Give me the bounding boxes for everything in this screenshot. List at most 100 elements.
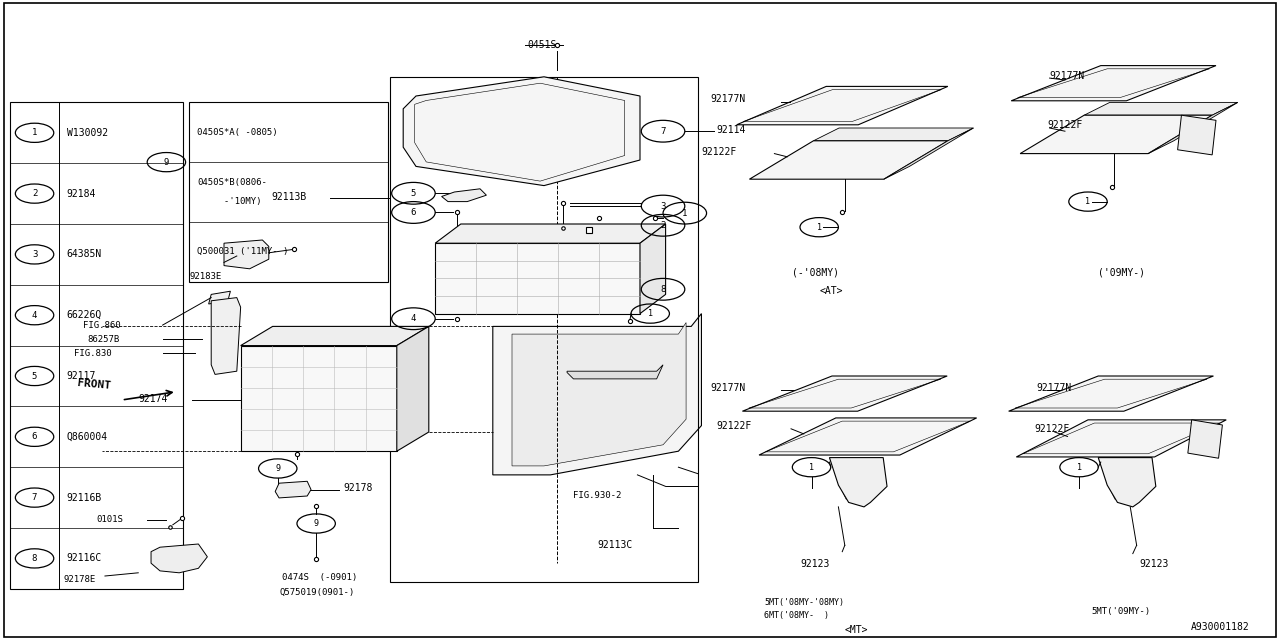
Text: 8: 8 <box>32 554 37 563</box>
Polygon shape <box>1148 102 1238 154</box>
Text: 92123: 92123 <box>1139 559 1169 570</box>
Text: 0474S  (-0901): 0474S (-0901) <box>282 573 357 582</box>
Polygon shape <box>1178 115 1216 155</box>
Text: 5MT('09MY-): 5MT('09MY-) <box>1092 607 1151 616</box>
Text: ('09MY-): ('09MY-) <box>1098 267 1146 277</box>
Text: FIG.930-2: FIG.930-2 <box>573 492 622 500</box>
Text: 66226Q: 66226Q <box>67 310 102 320</box>
Polygon shape <box>211 298 241 374</box>
Polygon shape <box>884 128 974 179</box>
Text: 92113B: 92113B <box>271 192 307 202</box>
Text: -'10MY): -'10MY) <box>197 197 261 206</box>
Text: 6MT('08MY-  ): 6MT('08MY- ) <box>764 611 829 620</box>
Text: 4: 4 <box>32 310 37 320</box>
Text: 86257B: 86257B <box>87 335 119 344</box>
Text: 1: 1 <box>809 463 814 472</box>
Text: 1: 1 <box>682 209 687 218</box>
Text: 92116B: 92116B <box>67 493 102 502</box>
Text: 9: 9 <box>314 519 319 528</box>
Polygon shape <box>435 243 640 314</box>
Text: 5MT('08MY-'08MY): 5MT('08MY-'08MY) <box>764 598 845 607</box>
Text: 1: 1 <box>1085 197 1091 206</box>
Text: 0450S*A( -0805): 0450S*A( -0805) <box>197 128 278 137</box>
Text: 6: 6 <box>32 432 37 442</box>
Text: (-'08MY): (-'08MY) <box>792 267 840 277</box>
Polygon shape <box>224 240 269 269</box>
Polygon shape <box>1016 420 1226 457</box>
Polygon shape <box>397 326 429 451</box>
Polygon shape <box>442 189 486 202</box>
Polygon shape <box>1188 420 1222 458</box>
Polygon shape <box>241 346 397 451</box>
Text: Q860004: Q860004 <box>67 432 108 442</box>
Text: 3: 3 <box>660 202 666 211</box>
Text: 92177N: 92177N <box>1037 383 1073 394</box>
Text: 92178: 92178 <box>343 483 372 493</box>
Text: 3: 3 <box>32 250 37 259</box>
Text: <AT>: <AT> <box>819 286 842 296</box>
Text: 1: 1 <box>648 309 653 318</box>
Text: A930001182: A930001182 <box>1190 622 1249 632</box>
Text: 92122F: 92122F <box>1047 120 1083 130</box>
Text: 92177N: 92177N <box>1050 70 1085 81</box>
Bar <box>10 102 183 589</box>
Text: 0101S: 0101S <box>96 515 123 524</box>
Text: 5: 5 <box>32 371 37 381</box>
Text: W130092: W130092 <box>67 128 108 138</box>
Text: 2: 2 <box>660 221 666 230</box>
Polygon shape <box>567 365 663 379</box>
Text: 9: 9 <box>164 157 169 166</box>
Polygon shape <box>742 376 947 412</box>
Text: 0450S*B(0806-: 0450S*B(0806- <box>197 178 268 187</box>
Text: 92117: 92117 <box>67 371 96 381</box>
Polygon shape <box>1011 66 1216 101</box>
Polygon shape <box>403 77 640 186</box>
Text: 92122F: 92122F <box>701 147 737 157</box>
Text: 92122F: 92122F <box>717 420 753 431</box>
Polygon shape <box>241 326 429 346</box>
Text: 92177N: 92177N <box>710 383 746 394</box>
Text: 92122F: 92122F <box>1034 424 1070 434</box>
Polygon shape <box>1009 376 1213 412</box>
Text: 92113C: 92113C <box>598 540 634 550</box>
Text: 1: 1 <box>32 128 37 138</box>
Text: 7: 7 <box>660 127 666 136</box>
Bar <box>189 102 388 282</box>
Text: <MT>: <MT> <box>845 625 868 636</box>
Text: FIG.830: FIG.830 <box>74 349 111 358</box>
Text: 1: 1 <box>1076 463 1082 472</box>
Text: FRONT: FRONT <box>77 378 111 390</box>
Text: 2: 2 <box>32 189 37 198</box>
Text: Q500031 ('11MY- ): Q500031 ('11MY- ) <box>197 247 288 256</box>
Text: 92174: 92174 <box>138 394 168 404</box>
Text: FIG.860: FIG.860 <box>83 321 120 330</box>
Polygon shape <box>512 323 686 466</box>
Text: 5: 5 <box>411 189 416 198</box>
Text: 92183E: 92183E <box>189 272 221 281</box>
Polygon shape <box>275 481 311 498</box>
Polygon shape <box>750 141 947 179</box>
Polygon shape <box>814 128 974 141</box>
Text: 92184: 92184 <box>67 189 96 198</box>
Polygon shape <box>640 224 666 314</box>
Text: 92114: 92114 <box>717 125 746 135</box>
Polygon shape <box>493 314 701 475</box>
Polygon shape <box>737 86 947 125</box>
Text: 0451S: 0451S <box>527 40 557 50</box>
Text: 92178E: 92178E <box>64 575 96 584</box>
Polygon shape <box>1084 102 1238 115</box>
Text: 6: 6 <box>411 208 416 217</box>
Polygon shape <box>1020 115 1212 154</box>
Text: 7: 7 <box>32 493 37 502</box>
Polygon shape <box>151 544 207 573</box>
Polygon shape <box>209 291 230 304</box>
Text: 1: 1 <box>817 223 822 232</box>
Polygon shape <box>1098 458 1156 507</box>
Text: 8: 8 <box>660 285 666 294</box>
Polygon shape <box>829 458 887 507</box>
Polygon shape <box>435 224 666 243</box>
Text: Q575019(0901-): Q575019(0901-) <box>279 588 355 596</box>
Bar <box>390 77 698 582</box>
Polygon shape <box>759 418 977 455</box>
Text: 92177N: 92177N <box>710 94 746 104</box>
